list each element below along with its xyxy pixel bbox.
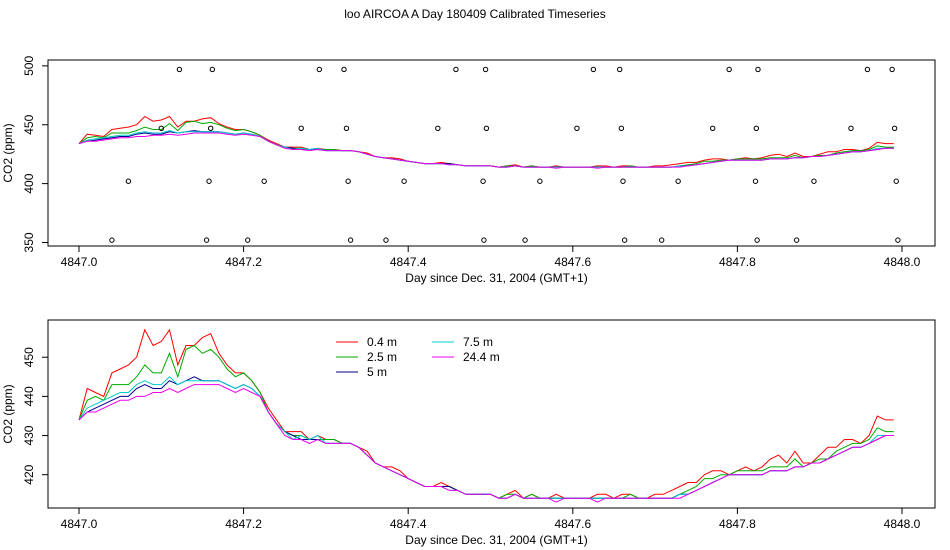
top-series-line-2 — [78, 130, 894, 168]
top-outlier-point — [710, 125, 716, 131]
top-outlier-point — [675, 178, 681, 184]
bottom-plot-frame — [47, 319, 936, 509]
bottom-y-axis-label: CO2 (ppm) — [1, 384, 15, 443]
top-outlier-point — [206, 178, 212, 184]
bottom-x-tick-label: 4848.0 — [884, 517, 921, 531]
top-outlier-point — [109, 237, 115, 243]
top-outlier-point — [207, 125, 214, 131]
top-outlier-point — [261, 178, 267, 184]
top-outlier-point — [176, 66, 183, 73]
top-outlier-point — [482, 66, 489, 73]
top-y-tick-label: 400 — [22, 173, 36, 193]
bottom-series-line-1 — [78, 344, 894, 499]
top-series-line-4 — [78, 132, 894, 169]
top-outlier-point — [754, 237, 760, 243]
top-outlier-point — [209, 66, 216, 73]
top-outlier-point — [203, 237, 210, 243]
chart-title: loo AIRCOA A Day 180409 Calibrated Times… — [344, 7, 606, 21]
legend-label-2: 5 m — [367, 365, 387, 379]
top-outlier-point — [658, 237, 665, 243]
top-outlier-point — [345, 178, 351, 184]
top-y-tick-label: 350 — [22, 232, 36, 252]
legend-label-1: 2.5 m — [367, 350, 397, 364]
top-outlier-point — [617, 66, 623, 73]
top-outlier-point — [895, 237, 901, 243]
top-outlier-point — [245, 237, 251, 243]
top-outlier-point — [383, 237, 389, 243]
top-outlier-point — [298, 125, 304, 131]
top-outlier-point — [618, 125, 625, 131]
top-x-axis-label: Day since Dec. 31, 2004 (GMT+1) — [405, 271, 587, 285]
bottom-x-axis-label: Day since Dec. 31, 2004 (GMT+1) — [405, 533, 587, 547]
top-outlier-point — [347, 237, 354, 243]
bottom-x-tick-label: 4847.8 — [719, 517, 756, 531]
top-outlier-point — [316, 66, 323, 73]
top-outlier-point — [793, 237, 800, 243]
bottom-x-tick-label: 4847.2 — [225, 517, 262, 531]
top-series-line-1 — [78, 120, 894, 168]
top-outlier-point — [483, 125, 490, 131]
bottom-series-line-4 — [78, 384, 894, 503]
top-outlier-point — [522, 237, 528, 243]
top-outlier-point — [755, 66, 761, 73]
top-y-tick-label: 450 — [22, 114, 36, 134]
top-outlier-point — [893, 178, 899, 184]
top-outlier-point — [621, 237, 628, 243]
top-outlier-point — [891, 125, 898, 131]
top-outlier-point — [341, 66, 347, 73]
top-x-tick-label: 4847.8 — [719, 255, 756, 269]
top-x-tick-label: 4848.0 — [884, 255, 921, 269]
top-outlier-point — [401, 178, 407, 184]
top-outlier-point — [864, 66, 871, 73]
top-plot-frame — [47, 59, 936, 247]
top-outlier-point — [574, 125, 580, 131]
bottom-y-tick-label: 420 — [22, 464, 36, 484]
top-y-axis-label: CO2 (ppm) — [1, 123, 15, 182]
top-outlier-point — [752, 178, 759, 184]
top-outlier-point — [480, 178, 486, 184]
top-series-line-3 — [78, 130, 894, 168]
top-x-tick-label: 4847.4 — [390, 255, 427, 269]
top-outlier-point — [537, 178, 543, 184]
bottom-x-tick-label: 4847.4 — [390, 517, 427, 531]
top-y-tick-label: 500 — [22, 56, 36, 76]
top-x-tick-label: 4847.2 — [225, 255, 262, 269]
top-outlier-point — [158, 125, 165, 131]
bottom-x-tick-label: 4847.6 — [554, 517, 591, 531]
bottom-y-tick-label: 450 — [22, 347, 36, 367]
top-outlier-point — [590, 66, 597, 73]
top-outlier-point — [811, 178, 817, 184]
legend-label-3: 7.5 m — [463, 335, 493, 349]
bottom-y-tick-label: 440 — [22, 386, 36, 406]
bottom-x-tick-label: 4847.0 — [61, 517, 98, 531]
bottom-series-line-3 — [78, 376, 894, 499]
top-x-tick-label: 4847.6 — [554, 255, 591, 269]
top-outlier-point — [343, 125, 350, 131]
legend-label-4: 24.4 m — [463, 350, 500, 364]
top-series-line-0 — [78, 115, 894, 168]
bottom-series-line-2 — [78, 376, 894, 499]
top-outlier-point — [435, 125, 441, 131]
top-outlier-point — [125, 178, 132, 184]
legend-label-0: 0.4 m — [367, 335, 397, 349]
bottom-y-tick-label: 430 — [22, 425, 36, 445]
top-outlier-point — [620, 178, 626, 184]
top-outlier-point — [453, 66, 459, 73]
top-outlier-point — [481, 237, 487, 243]
top-outlier-point — [848, 125, 854, 131]
top-x-tick-label: 4847.0 — [61, 255, 98, 269]
top-outlier-point — [889, 66, 895, 73]
top-outlier-point — [753, 125, 760, 131]
top-outlier-point — [726, 66, 732, 73]
